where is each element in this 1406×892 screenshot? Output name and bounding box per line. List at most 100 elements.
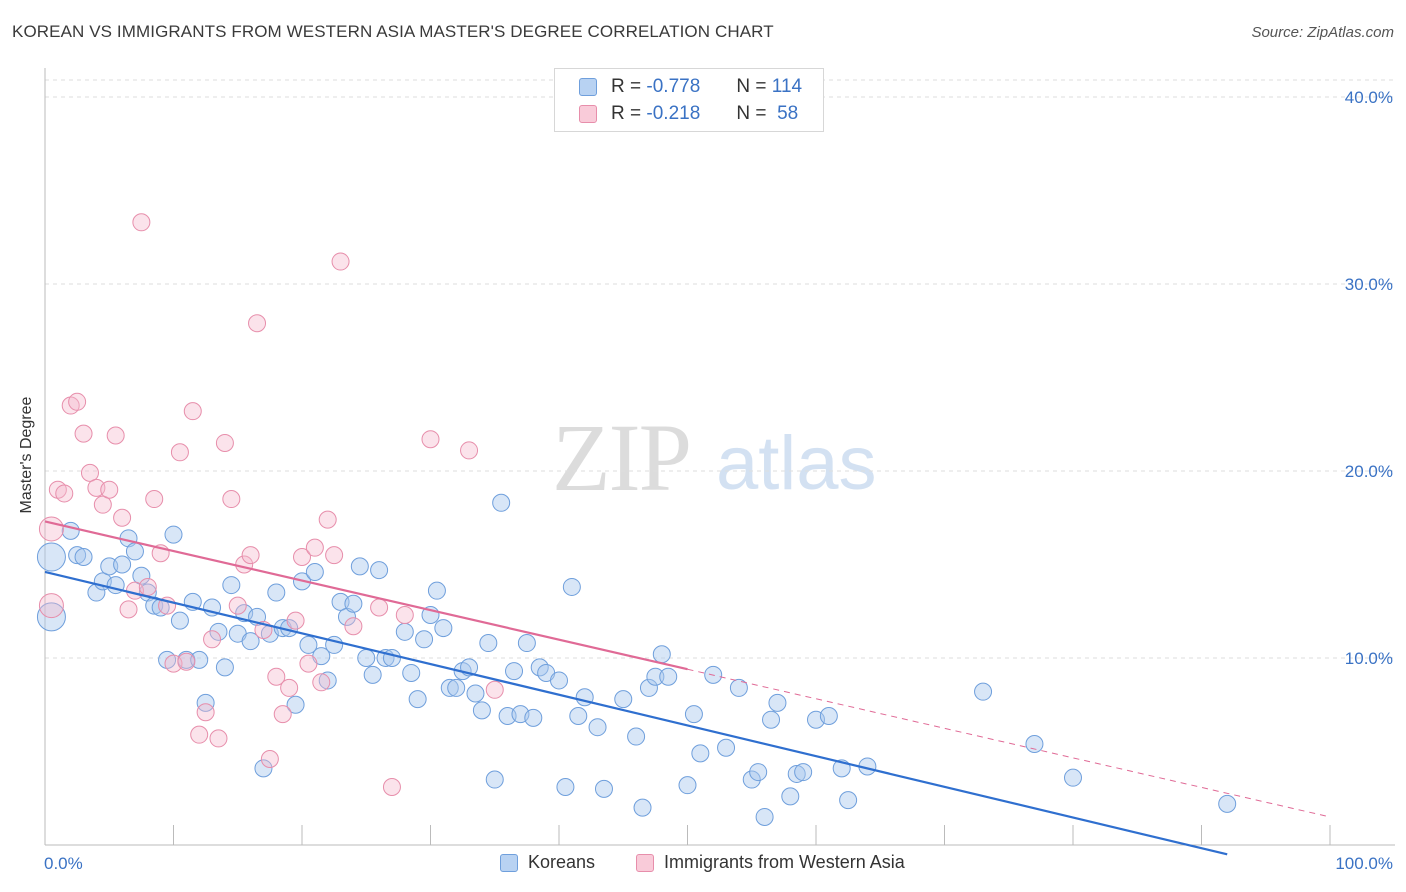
r-value-western-asia: -0.218: [646, 103, 701, 124]
koreans-point: [517, 634, 536, 653]
legend-label-western-asia: Immigrants from Western Asia: [664, 852, 905, 872]
koreans-point: [395, 622, 414, 641]
koreans-point: [402, 663, 421, 682]
x-tick-label: 0.0%: [44, 854, 83, 873]
koreans-point: [974, 682, 993, 701]
correlation-legend: R = -0.778 N = 114 R = -0.218 N = 58: [554, 68, 824, 132]
western-asia-point: [203, 630, 222, 649]
koreans-point: [485, 770, 504, 789]
koreans-point: [337, 607, 356, 626]
legend-row-western-asia: R = -0.218 N = 58: [579, 102, 798, 126]
koreans-point: [434, 619, 453, 638]
koreans-point: [466, 684, 485, 703]
koreans-point: [639, 678, 658, 697]
koreans-point: [569, 706, 588, 725]
western-asia-swatch: [579, 105, 597, 123]
koreans-point: [479, 634, 498, 653]
koreans-point: [524, 708, 543, 727]
western-asia-point: [382, 778, 401, 797]
koreans-point: [633, 798, 652, 817]
koreans-swatch: [500, 853, 518, 872]
western-asia-point: [138, 577, 157, 596]
western-asia-point: [228, 596, 247, 615]
koreans-point: [762, 710, 781, 729]
n-value-western-asia: 58: [777, 103, 799, 124]
koreans-point: [382, 649, 401, 667]
koreans-point: [684, 705, 703, 724]
y-tick-label: 20.0%: [1345, 462, 1393, 481]
western-asia-point: [119, 600, 138, 619]
western-asia-point: [93, 495, 112, 514]
y-tick-label: 40.0%: [1345, 88, 1393, 107]
western-asia-point: [190, 725, 209, 744]
koreans-point: [196, 693, 215, 712]
koreans-point: [132, 566, 151, 585]
koreans-point: [781, 787, 800, 806]
western-asia-point: [55, 484, 74, 503]
y-axis-label: Master's Degree: [18, 396, 35, 514]
koreans-point: [215, 658, 234, 677]
western-asia-point: [331, 252, 350, 271]
x-tick-label: 100.0%: [1335, 854, 1393, 873]
western-asia-point: [100, 480, 119, 499]
western-asia-swatch: [636, 853, 654, 872]
koreans-point: [659, 667, 678, 686]
y-tick-label: 10.0%: [1345, 649, 1393, 668]
western-asia-point: [312, 673, 331, 692]
n-label: N =: [736, 76, 767, 97]
koreans-point: [61, 521, 80, 540]
western-asia-point: [74, 424, 93, 443]
western-asia-point: [280, 678, 299, 697]
koreans-point: [678, 776, 697, 795]
koreans-point: [74, 548, 93, 567]
western-asia-point: [80, 463, 99, 482]
koreans-point: [267, 583, 286, 602]
r-label: R =: [611, 76, 642, 97]
western-asia-point: [113, 508, 132, 527]
koreans-point: [241, 632, 260, 651]
western-asia-point: [260, 749, 279, 768]
western-asia-point: [170, 443, 189, 462]
source-label: Source: ZipAtlas.com: [1251, 24, 1394, 41]
koreans-trend-line: [44, 570, 1228, 856]
western-asia-point: [421, 430, 440, 449]
western-asia-point: [183, 402, 202, 421]
watermark-atlas: atlas: [716, 421, 877, 506]
koreans-point: [839, 791, 858, 810]
koreans-point: [363, 665, 382, 684]
western-asia-point: [325, 546, 344, 565]
western-asia-point: [209, 729, 228, 748]
koreans-point: [729, 678, 748, 697]
western-asia-point: [241, 546, 260, 565]
koreans-point: [286, 695, 305, 714]
koreans-point: [170, 611, 189, 630]
western-asia-point: [370, 598, 389, 617]
koreans-point: [794, 763, 813, 782]
koreans-point: [164, 525, 183, 544]
koreans-point: [1218, 794, 1237, 813]
y-tick-label: 30.0%: [1345, 275, 1393, 294]
koreans-point: [370, 561, 389, 580]
western-asia-point: [305, 538, 324, 557]
western-asia-point: [267, 667, 286, 686]
western-asia-point: [222, 490, 241, 509]
koreans-point: [1025, 735, 1044, 754]
koreans-point: [652, 645, 671, 664]
koreans-point: [408, 690, 427, 709]
western-asia-point: [38, 516, 64, 542]
koreans-swatch: [579, 78, 597, 96]
n-label: N =: [736, 103, 767, 124]
koreans-point: [588, 718, 607, 737]
koreans-point: [209, 622, 228, 641]
western-asia-point: [273, 705, 292, 724]
koreans-point: [691, 744, 710, 763]
koreans-point: [68, 546, 87, 565]
koreans-point: [819, 706, 838, 725]
western-asia-point: [485, 680, 504, 699]
koreans-point: [344, 594, 363, 613]
chart-title: KOREAN VS IMMIGRANTS FROM WESTERN ASIA M…: [12, 22, 774, 41]
koreans-point: [749, 763, 768, 782]
western-asia-point: [286, 611, 305, 630]
r-label: R =: [611, 103, 642, 124]
